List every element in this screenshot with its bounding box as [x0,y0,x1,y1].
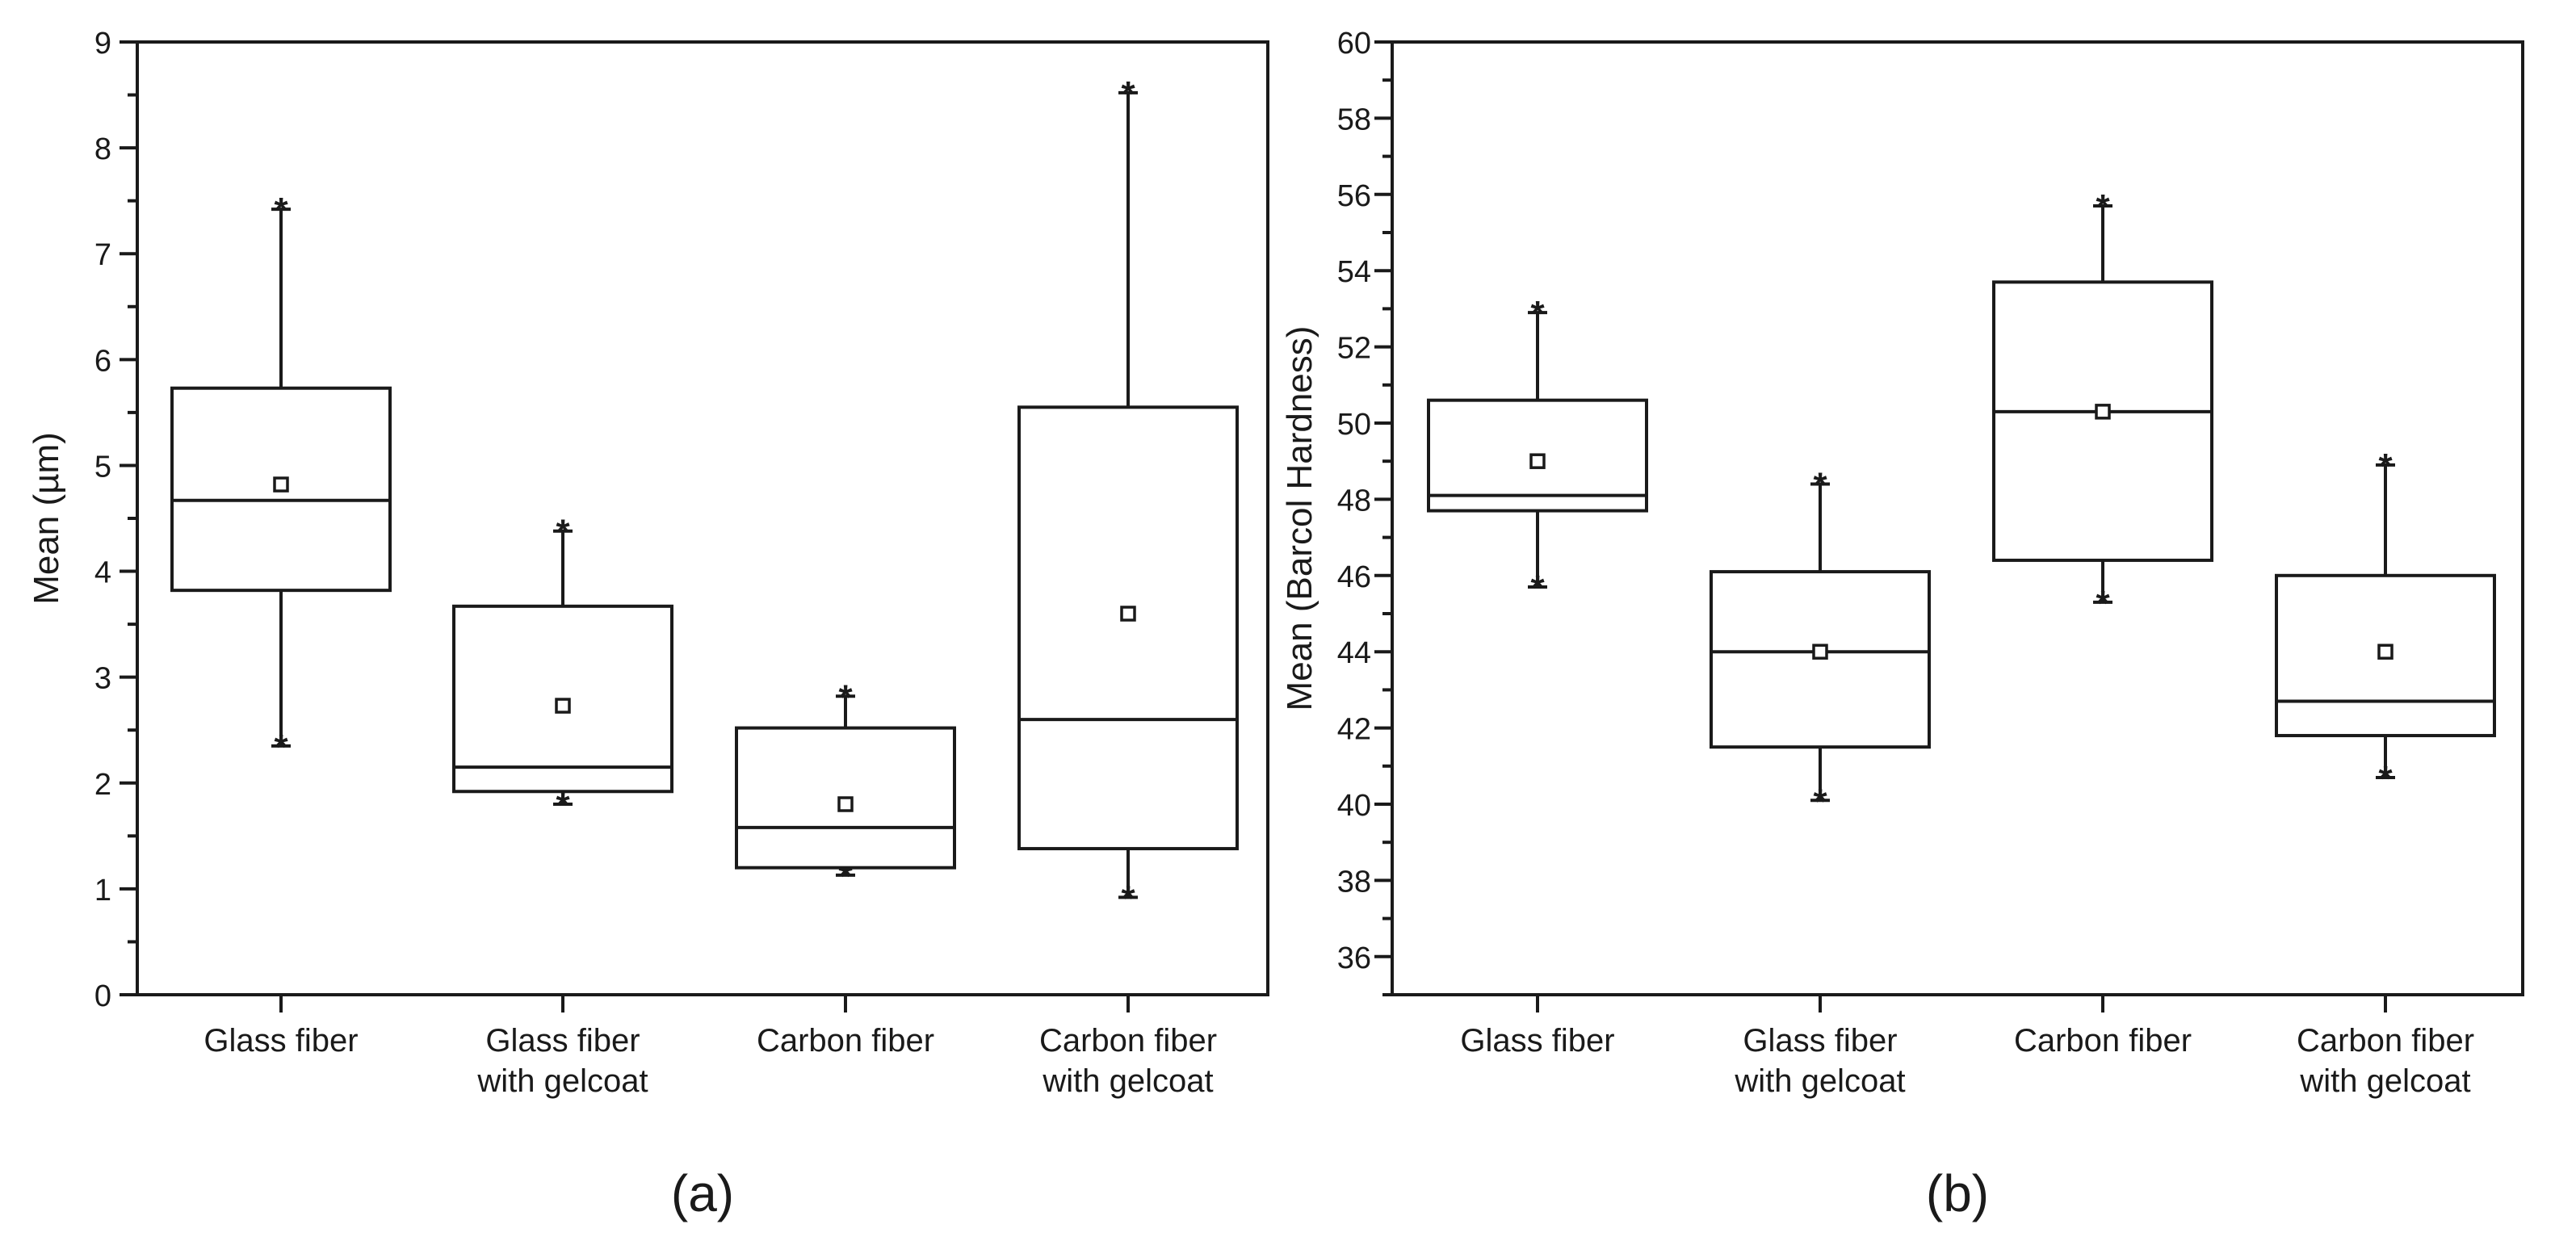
y-tick-label: 42 [1337,713,1371,747]
panel-label: (b) [1926,1164,1989,1222]
panel-label: (a) [671,1164,734,1222]
max-marker: * [1813,466,1827,505]
mean-marker [837,796,854,812]
box-plot-2: ** [1710,466,1931,821]
x-tick-label: Glass fiber [485,1023,640,1059]
y-tick-label: 48 [1337,484,1371,518]
box-plot-4: ** [2275,447,2496,799]
box-plot-2: ** [452,513,673,825]
x-tick-label: Glass fiber [1460,1023,1614,1059]
y-tick-label: 6 [94,344,111,378]
mean-marker [2095,404,2111,420]
x-tick-label: Carbon fiber [757,1023,934,1059]
y-tick-label: 40 [1337,789,1371,823]
y-tick-label: 52 [1337,332,1371,366]
y-tick-label: 8 [94,132,111,166]
y-tick-label: 9 [94,27,111,61]
x-tick-label: Glass fiber [1743,1023,1897,1059]
max-marker: * [556,513,570,552]
y-axis-label: Mean (Barcol Hardness) [1280,326,1319,711]
max-marker: * [2096,187,2110,227]
y-tick-label: 0 [94,979,111,1013]
y-tick-label: 54 [1337,255,1371,289]
max-marker: * [1121,74,1135,114]
box-plot-1: ** [170,191,392,767]
y-tick-label: 1 [94,874,111,908]
max-marker: * [274,191,288,230]
box-plot-1: ** [1427,294,1648,608]
panel-b: 36 38 40 42 44 46 48 50 52 54 56 58 60 Mean (Barcol H… [1280,27,2524,1222]
box-plot-3: ** [1992,187,2213,623]
max-marker: * [1530,294,1545,333]
plot-frame [1391,40,2524,996]
y-tick-label: 38 [1337,865,1371,899]
y-tick-label: 3 [94,662,111,696]
x-tick-label: Carbon fiber [1039,1023,1217,1059]
box-plot-4: ** [1017,74,1239,918]
y-tick-label: 5 [94,450,111,484]
mean-marker [2377,644,2393,660]
min-marker: * [274,727,288,767]
x-tick-label: with gelcoat [476,1063,648,1099]
x-tick-label: Carbon fiber [2014,1023,2192,1059]
min-marker: * [1530,568,1545,608]
x-tick-label: with gelcoat [1734,1063,1905,1099]
max-marker: * [838,677,853,717]
y-tick-label: 4 [94,556,111,590]
mean-marker [555,698,571,714]
y-tick-label: 2 [94,768,111,802]
y-tick-label: 56 [1337,179,1371,213]
mean-marker [1120,606,1136,622]
min-marker: * [556,786,570,825]
y-tick-label: 44 [1337,636,1371,670]
min-marker: * [2378,759,2393,799]
mean-marker [273,476,289,493]
y-tick-label: 60 [1337,27,1371,61]
x-tick-label: with gelcoat [1042,1063,1213,1099]
y-tick-label: 46 [1337,560,1371,594]
x-tick-label: Glass fiber [203,1023,358,1059]
min-marker: * [2096,584,2110,623]
iqr-box [1017,405,1239,851]
y-axis-label: Mean (µm) [27,432,66,605]
min-marker: * [1121,878,1135,918]
x-tick-label: Carbon fiber [2297,1023,2474,1059]
mean-marker [1812,644,1828,660]
y-tick-label: 50 [1337,408,1371,442]
max-marker: * [2378,447,2393,486]
iqr-box [1992,280,2213,562]
mean-marker [1529,453,1546,469]
x-tick-label: with gelcoat [2299,1063,2470,1099]
y-tick-label: 58 [1337,103,1371,136]
y-tick-label: 7 [94,238,111,272]
min-marker: * [1813,782,1827,821]
box-plot-3: ** [735,677,956,896]
y-tick-label: 36 [1337,941,1371,975]
